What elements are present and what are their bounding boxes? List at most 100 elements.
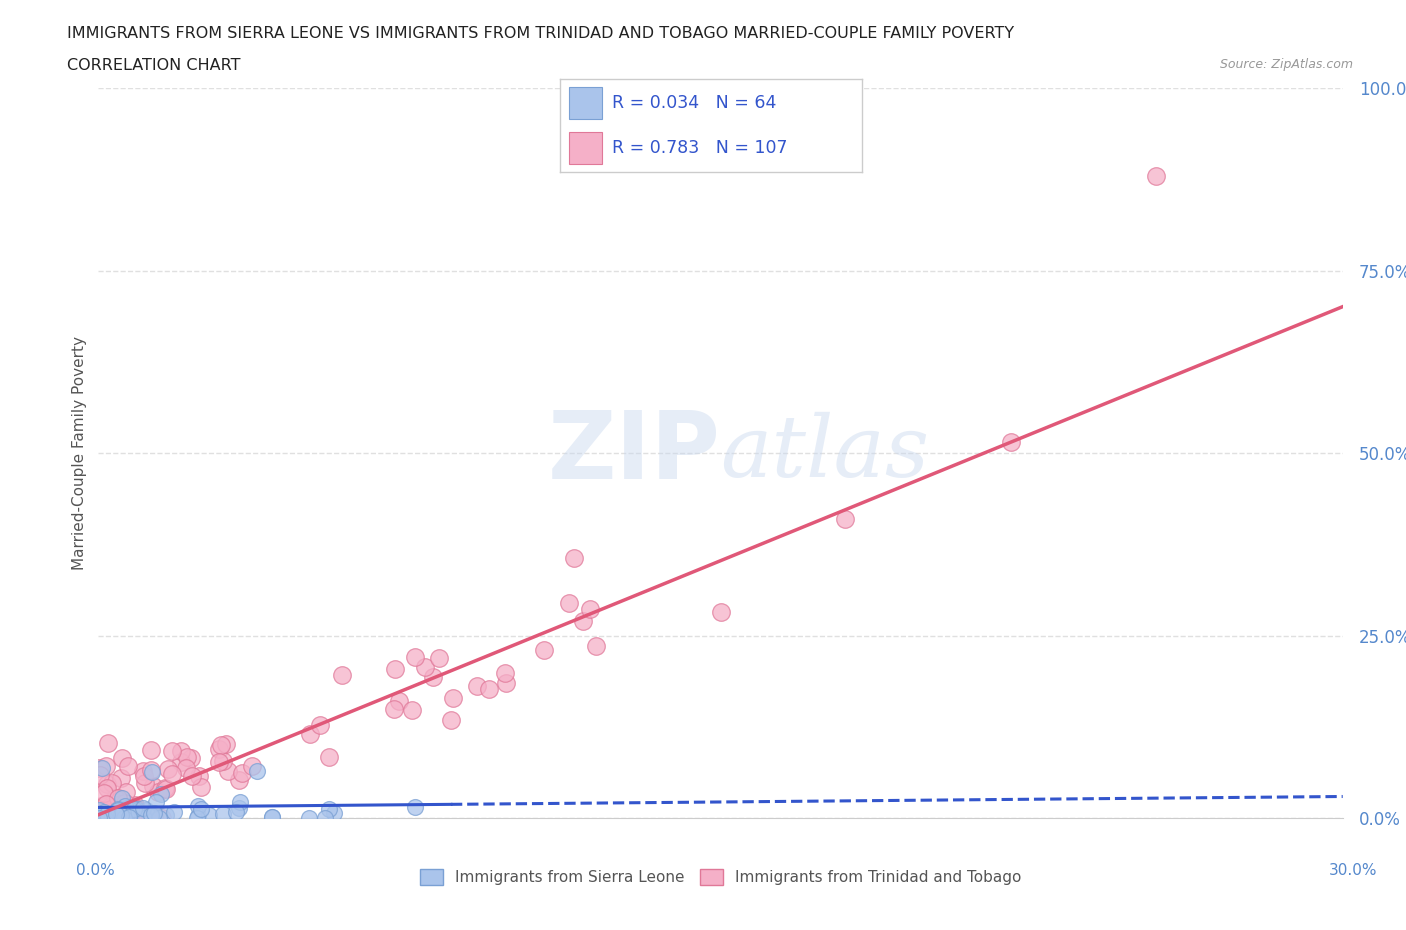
Point	[1000, 435, 1022, 450]
Point	[125, 802, 148, 817]
Point	[96, 806, 118, 821]
Point	[155, 807, 177, 822]
Point	[180, 751, 202, 765]
Point	[585, 638, 607, 653]
Point	[190, 802, 212, 817]
Point	[139, 763, 162, 777]
Point	[114, 796, 136, 811]
Point	[100, 809, 122, 824]
Point	[145, 794, 167, 809]
Point	[87, 811, 110, 826]
Point	[478, 682, 501, 697]
Point	[94, 759, 117, 774]
Point	[143, 808, 166, 823]
Point	[89, 811, 111, 826]
Point	[209, 737, 232, 752]
Point	[169, 754, 191, 769]
Point	[190, 780, 212, 795]
Point	[96, 802, 118, 817]
Point	[150, 787, 173, 802]
Point	[107, 792, 129, 807]
Point	[146, 785, 169, 800]
Point	[494, 666, 516, 681]
Point	[160, 744, 183, 759]
Point	[208, 742, 231, 757]
Point	[308, 717, 330, 732]
Point	[98, 807, 121, 822]
Point	[89, 811, 111, 826]
Point	[169, 743, 191, 758]
Point	[104, 811, 127, 826]
Point	[163, 804, 186, 819]
Point	[118, 809, 141, 824]
Point	[90, 761, 112, 776]
Point	[107, 802, 129, 817]
Point	[318, 750, 340, 764]
Point	[114, 799, 136, 814]
Point	[90, 811, 112, 826]
Point	[101, 809, 124, 824]
Point	[91, 811, 114, 826]
Point	[103, 811, 125, 826]
Point	[87, 810, 110, 825]
Point	[122, 801, 145, 816]
Point	[98, 800, 121, 815]
Point	[134, 776, 156, 790]
Point	[834, 512, 856, 526]
Point	[97, 811, 120, 826]
Point	[382, 701, 405, 716]
Point	[87, 760, 110, 775]
Point	[96, 797, 118, 812]
Point	[212, 754, 235, 769]
Point	[153, 780, 176, 795]
Point	[96, 777, 118, 791]
Point	[710, 604, 733, 619]
Point	[225, 804, 247, 819]
Point	[231, 765, 253, 780]
Point	[103, 790, 125, 805]
Point	[108, 811, 131, 826]
Point	[562, 551, 585, 565]
Text: R = 0.034   N = 64: R = 0.034 N = 64	[613, 94, 778, 113]
Point	[314, 811, 336, 826]
Point	[93, 804, 115, 819]
Point	[404, 800, 426, 815]
Point	[135, 803, 157, 817]
Point	[90, 799, 112, 814]
Point	[117, 758, 139, 773]
Point	[215, 737, 238, 751]
Point	[93, 786, 115, 801]
Text: ZIP: ZIP	[548, 407, 721, 499]
Point	[262, 810, 284, 825]
Point	[118, 811, 141, 826]
Point	[156, 762, 179, 777]
Point	[440, 712, 463, 727]
Point	[112, 808, 135, 823]
Point	[228, 801, 250, 816]
Point	[181, 769, 204, 784]
Point	[96, 780, 118, 795]
Point	[495, 676, 517, 691]
Point	[572, 614, 595, 629]
Point	[110, 806, 132, 821]
Point	[124, 800, 146, 815]
Legend: Immigrants from Sierra Leone, Immigrants from Trinidad and Tobago: Immigrants from Sierra Leone, Immigrants…	[413, 863, 1028, 891]
Point	[94, 804, 117, 818]
Point	[97, 809, 120, 824]
Point	[111, 751, 134, 765]
Point	[401, 702, 423, 717]
Text: R = 0.783   N = 107: R = 0.783 N = 107	[613, 139, 787, 157]
Point	[139, 742, 162, 757]
Point	[211, 806, 233, 821]
Point	[558, 595, 581, 610]
Point	[187, 809, 209, 824]
Point	[111, 790, 134, 805]
Point	[413, 659, 436, 674]
Point	[115, 807, 138, 822]
Point	[98, 795, 121, 810]
Point	[112, 805, 135, 820]
Point	[90, 808, 112, 823]
Point	[1144, 168, 1167, 183]
FancyBboxPatch shape	[568, 87, 602, 119]
Point	[107, 790, 129, 805]
